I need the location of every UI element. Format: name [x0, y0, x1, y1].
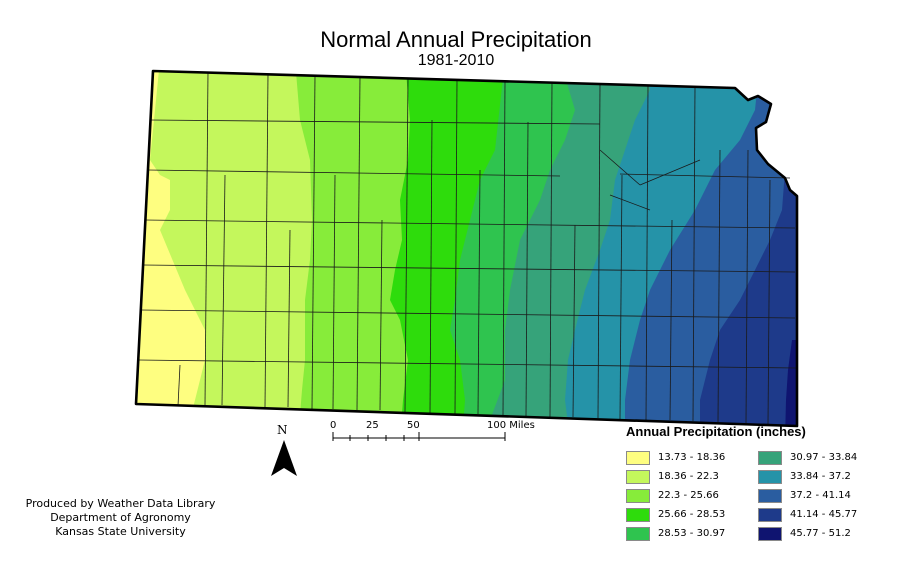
- scale-label-25: 25: [366, 420, 379, 431]
- legend-label: 30.97 - 33.84: [790, 452, 858, 463]
- legend-item: 37.2 - 41.14: [758, 488, 851, 503]
- map-subtitle: 1981-2010: [417, 52, 495, 69]
- legend-swatch: [758, 507, 782, 522]
- legend-item: 18.36 - 22.3: [626, 469, 719, 484]
- legend-swatch: [626, 469, 650, 484]
- legend-item: 33.84 - 37.2: [758, 469, 851, 484]
- credit-line: Produced by Weather Data Library: [25, 497, 216, 510]
- credit-block: Produced by Weather Data Library Departm…: [18, 497, 223, 539]
- legend-swatch: [758, 526, 782, 541]
- legend-swatch: [626, 488, 650, 503]
- map-title: Normal Annual Precipitation: [320, 27, 592, 52]
- legend-label: 18.36 - 22.3: [658, 471, 719, 482]
- legend-swatch: [758, 488, 782, 503]
- scale-label-100-miles: 100 Miles: [487, 420, 535, 431]
- north-arrow-icon: [271, 440, 297, 476]
- legend-item: 25.66 - 28.53: [626, 507, 725, 522]
- county-boundaries: [138, 71, 797, 425]
- legend-item: 22.3 - 25.66: [626, 488, 719, 503]
- credit-line: Kansas State University: [55, 525, 186, 538]
- kansas-state-outline: [134, 69, 799, 428]
- legend-swatch: [626, 526, 650, 541]
- precipitation-bands: [136, 71, 797, 426]
- scale-label-50: 50: [407, 420, 420, 431]
- legend-label: 37.2 - 41.14: [790, 490, 851, 501]
- legend-swatch: [758, 450, 782, 465]
- north-label: N: [277, 423, 288, 437]
- credit-line: Department of Agronomy: [50, 511, 191, 524]
- legend-swatch: [626, 507, 650, 522]
- legend-label: 41.14 - 45.77: [790, 509, 858, 520]
- legend-swatch: [758, 469, 782, 484]
- legend-label: 25.66 - 28.53: [658, 509, 726, 520]
- scale-bar: [332, 432, 506, 441]
- scale-label-0: 0: [330, 420, 337, 431]
- legend-item: 28.53 - 30.97: [626, 526, 725, 541]
- band-fill: [785, 340, 797, 426]
- legend-item: 41.14 - 45.77: [758, 507, 857, 522]
- legend-item: 45.77 - 51.2: [758, 526, 851, 541]
- legend-label: 22.3 - 25.66: [658, 490, 719, 501]
- legend-title: Annual Precipitation (inches): [626, 424, 806, 439]
- legend-label: 28.53 - 30.97: [658, 528, 726, 539]
- legend-label: 45.77 - 51.2: [790, 528, 851, 539]
- legend-label: 33.84 - 37.2: [790, 471, 851, 482]
- legend-item: 30.97 - 33.84: [758, 450, 857, 465]
- legend-swatch: [626, 450, 650, 465]
- legend-label: 13.73 - 18.36: [658, 452, 726, 463]
- legend-item: 13.73 - 18.36: [626, 450, 725, 465]
